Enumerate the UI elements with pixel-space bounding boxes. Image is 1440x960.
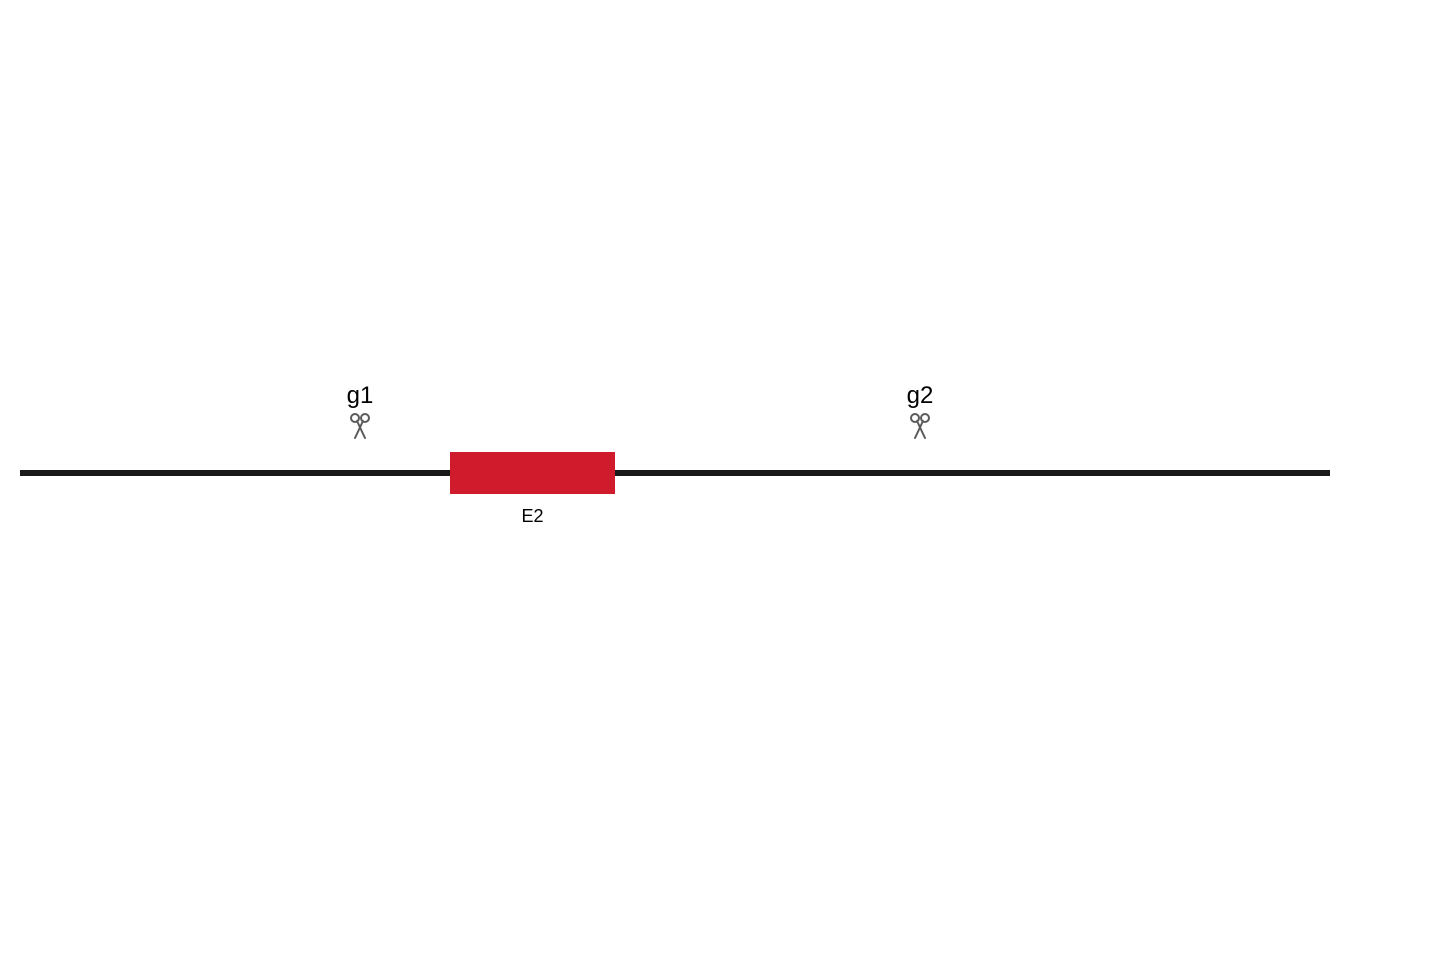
gene-line-left <box>20 470 450 476</box>
exon-box <box>450 452 615 494</box>
gene-line-right <box>615 470 1330 476</box>
exon-label: E2 <box>513 506 553 527</box>
cut-site-label-g2: g2 <box>900 382 940 410</box>
scissors-icon <box>908 412 932 440</box>
cut-site-label-g1: g1 <box>340 382 380 410</box>
scissors-icon <box>348 412 372 440</box>
